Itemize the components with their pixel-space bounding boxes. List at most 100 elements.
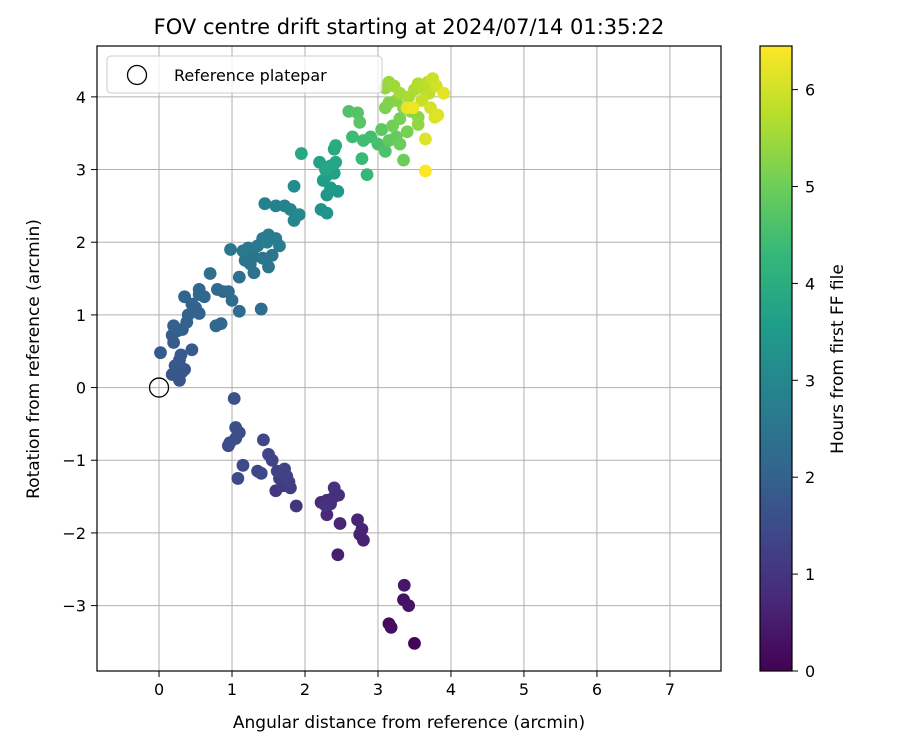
data-point	[258, 197, 272, 211]
data-point	[319, 498, 332, 512]
y-tick-label: 0	[76, 379, 86, 398]
data-point	[333, 517, 347, 530]
data-point	[353, 115, 367, 129]
colorbar-tick-label: 4	[805, 274, 815, 293]
colorbar: 0 1 2 3 4 5 6 Hours from first FF file	[759, 45, 848, 681]
data-point	[292, 208, 306, 222]
colorbar-frame	[759, 45, 793, 672]
x-tick-label: 4	[446, 680, 456, 699]
data-point	[431, 108, 445, 122]
data-point	[355, 152, 369, 166]
y-axis-label: Rotation from reference (arcmin)	[24, 219, 44, 499]
data-point	[320, 508, 334, 522]
data-point	[257, 433, 270, 447]
data-point	[289, 499, 303, 513]
data-point	[331, 548, 345, 562]
x-tick-label: 1	[227, 680, 237, 699]
colorbar-tick-label: 6	[805, 81, 815, 100]
data-point	[224, 243, 237, 256]
colorbar-tick-label: 2	[805, 468, 815, 487]
data-point	[251, 464, 264, 478]
data-point	[167, 319, 181, 333]
data-point	[278, 462, 291, 476]
y-tick-label: −1	[62, 451, 86, 470]
data-point	[393, 137, 407, 151]
data-point	[227, 392, 241, 405]
data-point	[400, 125, 414, 139]
data-point	[378, 144, 392, 158]
grid	[97, 46, 721, 671]
data-point	[419, 132, 432, 146]
legend-entry: Reference platepar	[174, 66, 327, 85]
data-point	[262, 448, 275, 461]
colorbar-gradient	[760, 46, 792, 671]
data-point	[232, 270, 246, 284]
colorbar-tick-label: 5	[805, 178, 815, 197]
data-point	[327, 481, 341, 495]
legend-box	[106, 55, 383, 94]
data-point	[203, 267, 217, 280]
y-tick-label: 1	[76, 306, 86, 325]
legend-marker	[126, 64, 148, 86]
data-point	[393, 112, 407, 126]
data-point	[402, 599, 416, 612]
data-point	[197, 290, 211, 304]
data-point	[287, 179, 301, 193]
colorbar-tick-label: 1	[805, 565, 815, 584]
data-point	[437, 86, 451, 100]
data-point	[415, 94, 429, 107]
data-point	[154, 346, 167, 360]
x-tick-label: 6	[592, 680, 602, 699]
plot-area-frame	[96, 45, 722, 672]
data-point	[329, 139, 343, 152]
data-point	[346, 130, 359, 144]
data-point	[419, 164, 432, 178]
legend: Reference platepar	[106, 55, 383, 94]
data-point	[329, 155, 343, 169]
data-point	[375, 123, 389, 136]
data-point	[231, 472, 245, 485]
data-point	[351, 513, 364, 527]
data-point	[360, 168, 374, 182]
colorbar-ticks: 0 1 2 3 4 5 6	[792, 81, 815, 681]
x-axis-label: Angular distance from reference (arcmin)	[233, 713, 585, 733]
x-tick-label: 7	[665, 680, 675, 699]
data-point	[397, 578, 411, 592]
data-point	[236, 458, 250, 472]
data-point	[411, 118, 425, 131]
y-tick-label: −3	[62, 597, 86, 616]
data-point	[269, 199, 283, 213]
data-point	[384, 620, 398, 634]
x-axis-ticks: 0 1 2 3 4 5 6 7	[154, 671, 675, 699]
colorbar-tick-label: 3	[805, 371, 815, 390]
colorbar-label: Hours from first FF file	[828, 264, 848, 454]
data-point	[178, 290, 191, 304]
data-point	[225, 293, 239, 307]
data-point	[406, 101, 420, 115]
x-tick-label: 2	[300, 680, 310, 699]
data-point	[294, 147, 308, 160]
data-point	[265, 248, 279, 262]
x-tick-label: 3	[373, 680, 383, 699]
y-tick-label: 2	[76, 233, 86, 252]
data-point	[397, 153, 410, 167]
data-point	[260, 235, 274, 249]
x-tick-label: 0	[154, 680, 164, 699]
scatter-points	[154, 72, 451, 650]
data-point	[320, 206, 334, 220]
data-point	[232, 304, 246, 318]
data-point	[174, 348, 188, 362]
colorbar-tick-label: 0	[805, 662, 815, 681]
y-tick-label: −2	[62, 524, 86, 543]
data-point	[185, 343, 199, 357]
y-tick-label: 4	[76, 88, 86, 107]
data-point	[254, 302, 268, 316]
data-point	[273, 239, 286, 253]
reference-platepar-marker	[148, 377, 170, 398]
x-tick-label: 5	[519, 680, 529, 699]
y-tick-label: 3	[76, 161, 86, 180]
data-point	[319, 163, 332, 176]
data-point	[229, 421, 243, 434]
y-axis-ticks: −3 −2 −1 0 1 2 3 4	[62, 88, 97, 616]
